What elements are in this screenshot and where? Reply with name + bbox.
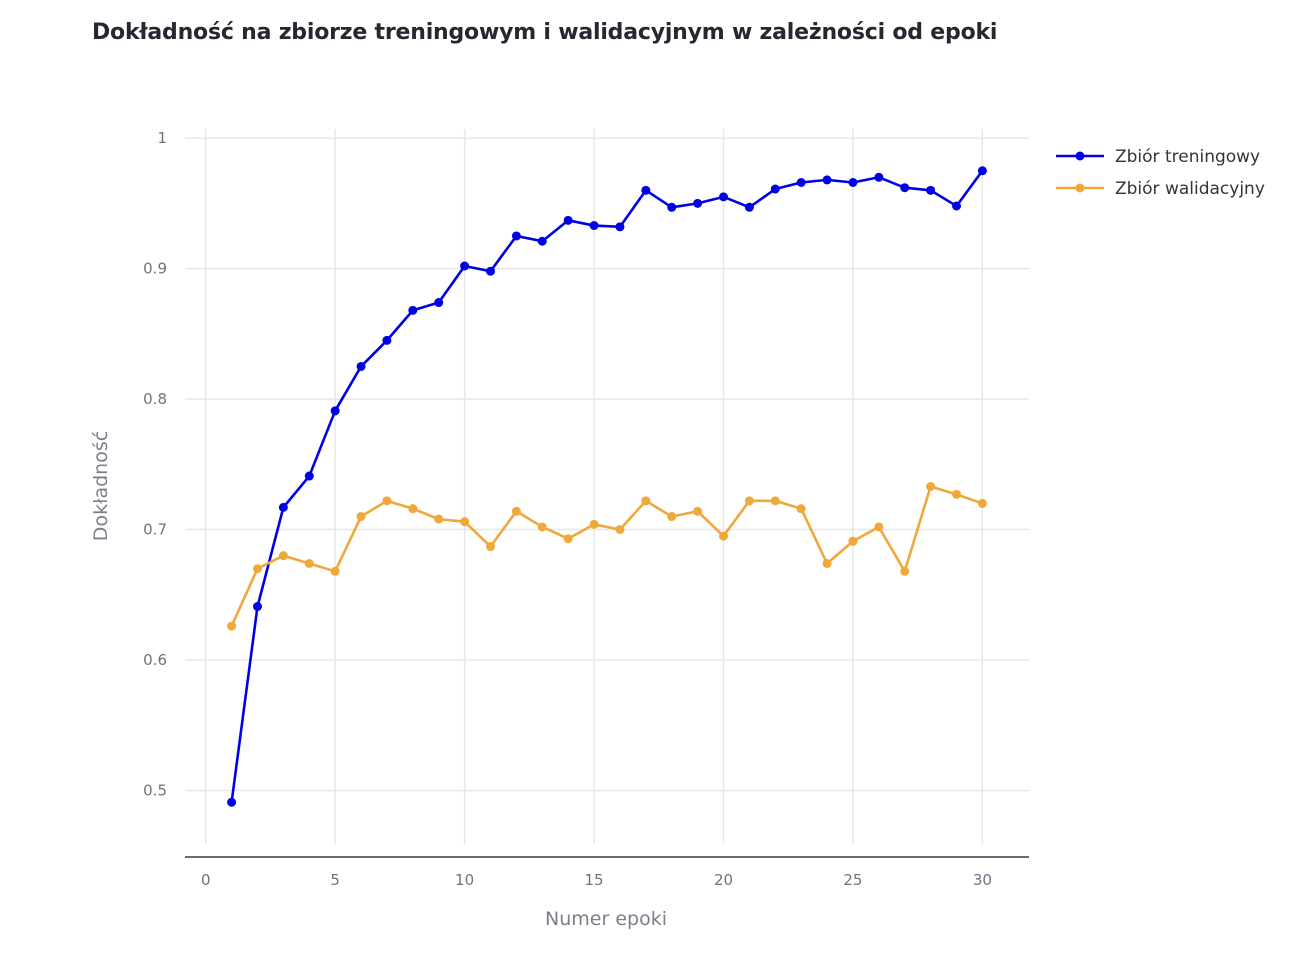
series-line [230, 485, 983, 627]
legend-item[interactable]: Zbiór walidacyjny [1056, 179, 1265, 199]
data-point[interactable] [227, 797, 237, 807]
data-point[interactable] [719, 192, 729, 202]
y-tick-label: 0.8 [143, 390, 167, 408]
data-point[interactable] [693, 198, 703, 208]
data-point[interactable] [641, 185, 651, 195]
x-tick-label: 10 [455, 871, 474, 889]
data-point[interactable] [563, 534, 573, 544]
x-tick-label: 5 [330, 871, 340, 889]
y-axis-title: Dokładność [90, 431, 112, 541]
data-point[interactable] [615, 222, 625, 232]
data-point[interactable] [744, 202, 754, 212]
data-point[interactable] [667, 512, 677, 522]
data-point[interactable] [796, 177, 806, 187]
data-point[interactable] [744, 496, 754, 506]
data-point[interactable] [434, 514, 444, 524]
data-point[interactable] [227, 621, 237, 631]
data-point[interactable] [719, 531, 729, 541]
data-point[interactable] [382, 496, 392, 506]
data-point[interactable] [977, 166, 987, 176]
series-2 [227, 482, 987, 631]
y-tick-label: 0.9 [143, 260, 167, 278]
data-point[interactable] [356, 512, 366, 522]
legend-swatch-marker [1075, 183, 1085, 193]
chart-title: Dokładność na zbiorze treningowym i wali… [92, 20, 998, 45]
data-point[interactable] [952, 489, 962, 499]
grid [185, 129, 1029, 844]
data-point[interactable] [900, 566, 910, 576]
legend-item[interactable]: Zbiór treningowy [1056, 147, 1260, 167]
data-point[interactable] [252, 564, 262, 574]
y-tick-label: 0.6 [143, 651, 167, 669]
data-point[interactable] [926, 482, 936, 491]
data-point[interactable] [589, 519, 599, 529]
data-point[interactable] [848, 536, 858, 546]
data-point[interactable] [796, 504, 806, 514]
data-point[interactable] [537, 522, 547, 532]
data-point[interactable] [667, 202, 677, 212]
data-point[interactable] [434, 298, 444, 308]
data-point[interactable] [304, 558, 314, 568]
data-point[interactable] [770, 496, 780, 506]
data-point[interactable] [641, 496, 651, 506]
data-point[interactable] [511, 231, 521, 241]
data-point[interactable] [563, 215, 573, 225]
data-point[interactable] [874, 522, 884, 532]
series-layer [227, 166, 987, 807]
axes: 0 5 10 15 20 25 30 0.5 0.6 0.7 0.8 0.9 1 [143, 129, 1029, 889]
legend-label: Zbiór walidacyjny [1115, 179, 1265, 199]
data-point[interactable] [615, 525, 625, 535]
y-tick-label: 0.5 [143, 782, 167, 800]
data-point[interactable] [485, 266, 495, 276]
x-axis-title: Numer epoki [545, 908, 667, 930]
data-point[interactable] [382, 335, 392, 345]
x-tick-label: 30 [973, 871, 992, 889]
data-point[interactable] [589, 221, 599, 231]
data-point[interactable] [511, 506, 521, 516]
data-point[interactable] [822, 175, 832, 185]
data-point[interactable] [952, 201, 962, 211]
data-point[interactable] [330, 406, 340, 416]
data-point[interactable] [848, 177, 858, 187]
data-point[interactable] [977, 498, 987, 508]
data-point[interactable] [330, 566, 340, 576]
data-point[interactable] [460, 261, 470, 271]
legend-label: Zbiór treningowy [1115, 147, 1260, 167]
data-point[interactable] [252, 602, 262, 612]
data-point[interactable] [460, 517, 470, 527]
y-tick-label: 0.7 [143, 521, 167, 539]
data-point[interactable] [408, 504, 418, 514]
data-point[interactable] [278, 502, 288, 512]
data-point[interactable] [485, 542, 495, 552]
series-line [230, 169, 984, 803]
data-point[interactable] [770, 184, 780, 194]
legend[interactable]: Zbiór treningowy Zbiór walidacyjny [1056, 147, 1265, 199]
data-point[interactable] [278, 551, 288, 561]
data-point[interactable] [900, 183, 910, 193]
data-point[interactable] [356, 361, 366, 371]
x-tick-label: 15 [585, 871, 604, 889]
x-tick-label: 25 [843, 871, 862, 889]
data-point[interactable] [874, 172, 884, 182]
data-point[interactable] [822, 558, 832, 568]
series-1 [227, 166, 987, 807]
y-tick-label: 1 [157, 129, 167, 147]
data-point[interactable] [693, 506, 703, 516]
x-tick-label: 20 [714, 871, 733, 889]
data-point[interactable] [304, 471, 314, 481]
x-tick-label: 0 [201, 871, 211, 889]
data-point[interactable] [926, 185, 936, 195]
legend-swatch-marker [1075, 151, 1085, 161]
data-point[interactable] [408, 305, 418, 315]
data-point[interactable] [537, 236, 547, 246]
